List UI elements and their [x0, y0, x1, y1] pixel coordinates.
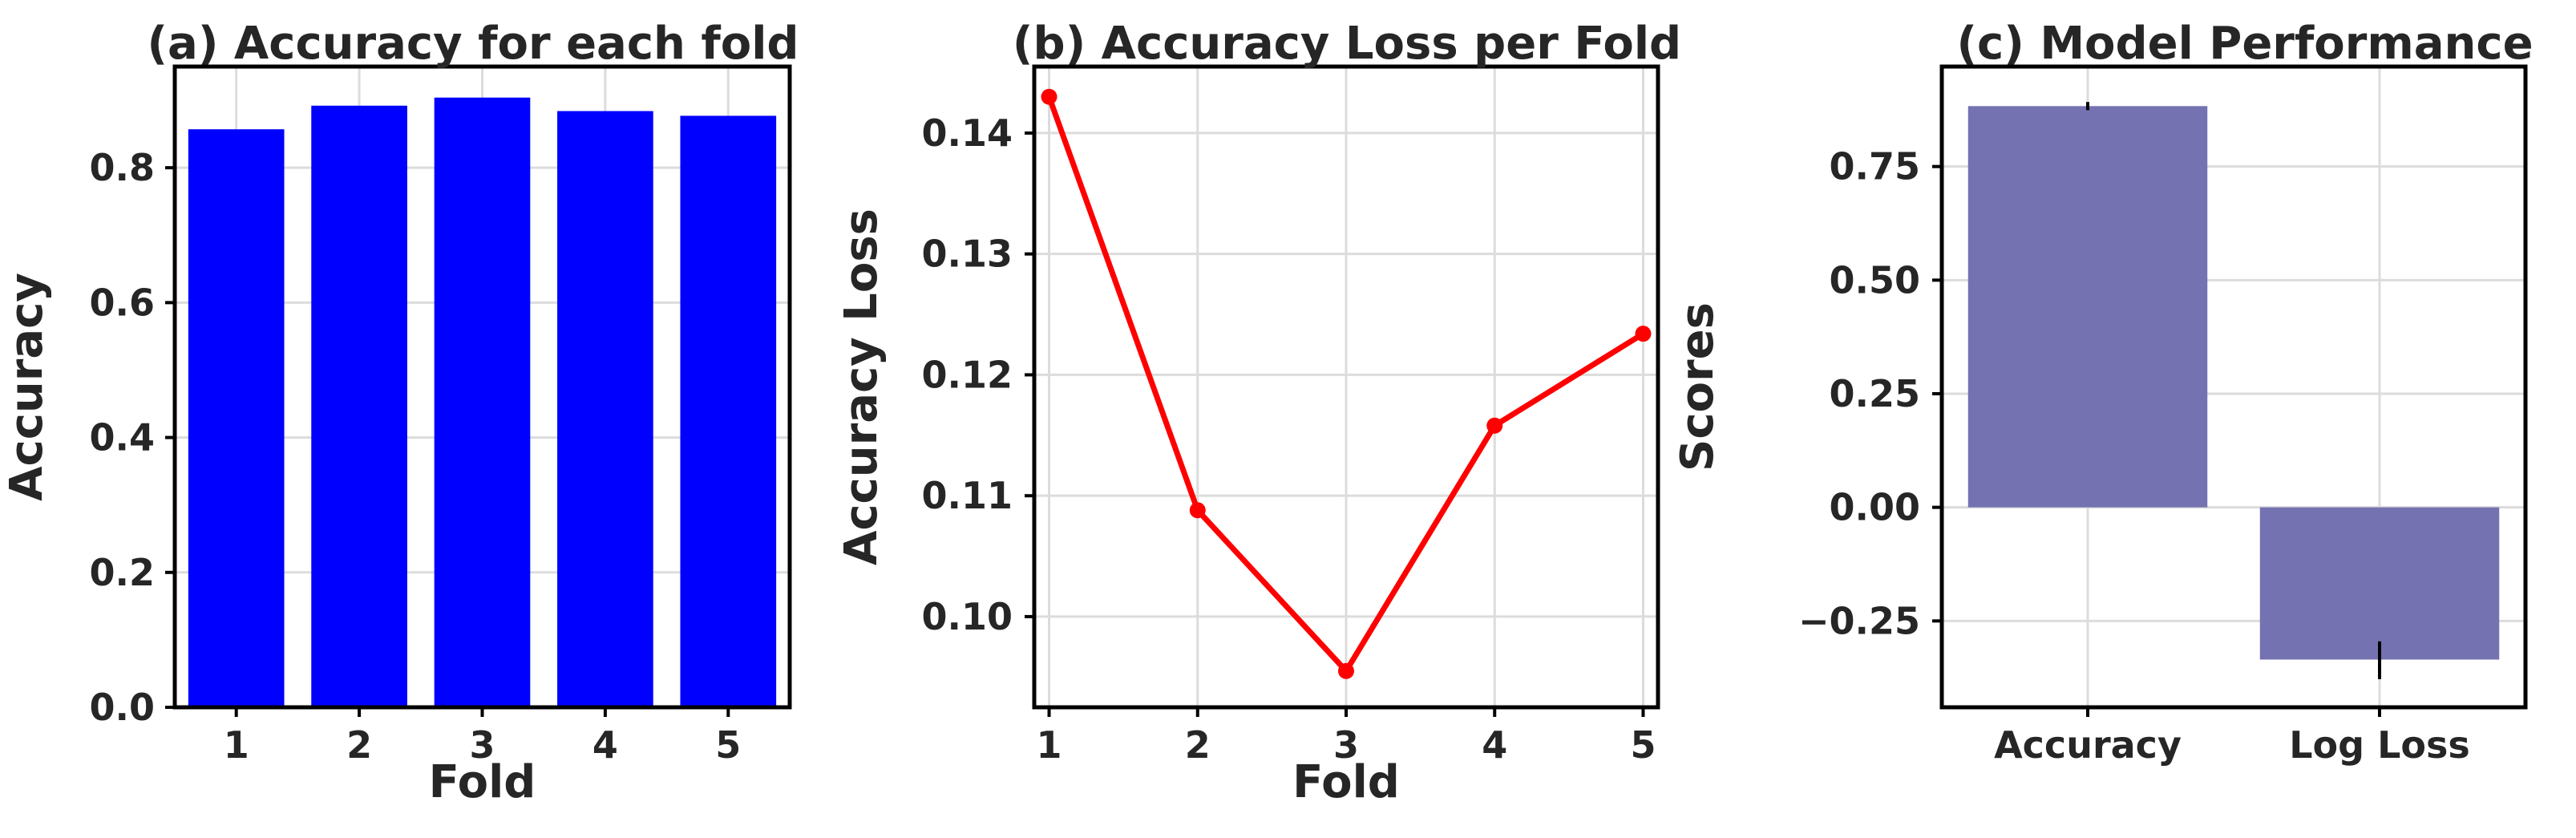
x-axis-label: Fold — [1292, 756, 1400, 808]
x-tick-label: 4 — [592, 723, 618, 767]
y-tick-label: 0.6 — [90, 281, 156, 324]
bar-3 — [434, 97, 531, 708]
y-tick-label: −0.25 — [1798, 599, 1920, 642]
plot-frame — [1939, 64, 2528, 710]
x-tick-label: 1 — [1037, 723, 1062, 767]
y-tick-label: 0.12 — [922, 353, 1013, 396]
y-tick-label: 0.11 — [922, 474, 1013, 517]
data-point — [1189, 502, 1206, 519]
y-tick-label: 0.0 — [90, 686, 156, 729]
bar-log-loss — [2259, 507, 2500, 660]
x-tick-label: Accuracy — [1994, 723, 2182, 767]
chart-2: 0.10 0.11 0.12 0.13 0.14 1 2 3 4 5 (b) Accuracy Lo… — [835, 18, 1681, 808]
chart-1: 0.0 0.2 0.4 0.6 0.8 1 2 3 4 5 (a) Accuracy for eac… — [1, 18, 799, 808]
x-tick-label: 3 — [1333, 723, 1359, 767]
y-tick-label: 0.25 — [1830, 372, 1921, 415]
y-axis-label: Scores — [1672, 302, 1724, 472]
y-tick-label: 0.2 — [90, 551, 156, 594]
x-axis-label: Fold — [429, 756, 536, 808]
bar-5 — [680, 115, 777, 707]
chart-title: (c) Model Performance — [1956, 18, 2533, 70]
x-tick-label: 1 — [224, 723, 249, 767]
data-point — [1635, 326, 1652, 342]
y-axis-label: Accuracy Loss — [835, 208, 888, 565]
data-point — [1486, 417, 1503, 434]
x-tick-label: 2 — [1185, 723, 1211, 767]
bar-2 — [311, 105, 407, 707]
bar-4 — [557, 111, 653, 708]
y-tick-label: 0.00 — [1830, 486, 1921, 529]
chart-title: (b) Accuracy Loss per Fold — [1013, 18, 1681, 70]
y-tick-label: 0.4 — [90, 416, 156, 459]
y-tick-label: 0.75 — [1830, 145, 1921, 188]
y-axis-label: Accuracy — [1, 273, 53, 501]
x-tick-label: Log Loss — [2289, 723, 2470, 767]
y-tick-label: 0.10 — [922, 595, 1013, 638]
bar-1 — [188, 129, 285, 707]
data-point — [1338, 662, 1354, 679]
x-tick-label: 2 — [346, 723, 372, 767]
data-point — [1041, 88, 1057, 105]
chart-3: −0.25 0.00 0.25 0.50 0.75 Accuracy Log Loss (c)… — [1672, 18, 2534, 767]
y-tick-label: 0.13 — [922, 233, 1013, 276]
x-tick-label: 4 — [1482, 723, 1507, 767]
x-tick-label: 5 — [715, 723, 741, 767]
x-tick-label: 5 — [1630, 723, 1656, 767]
x-tick-label: 3 — [469, 723, 495, 767]
chart-title: (a) Accuracy for each fold — [147, 18, 799, 70]
bar-accuracy — [1967, 106, 2208, 508]
y-tick-label: 0.14 — [922, 111, 1013, 155]
y-tick-label: 0.50 — [1830, 258, 1921, 302]
y-tick-label: 0.8 — [90, 146, 156, 189]
